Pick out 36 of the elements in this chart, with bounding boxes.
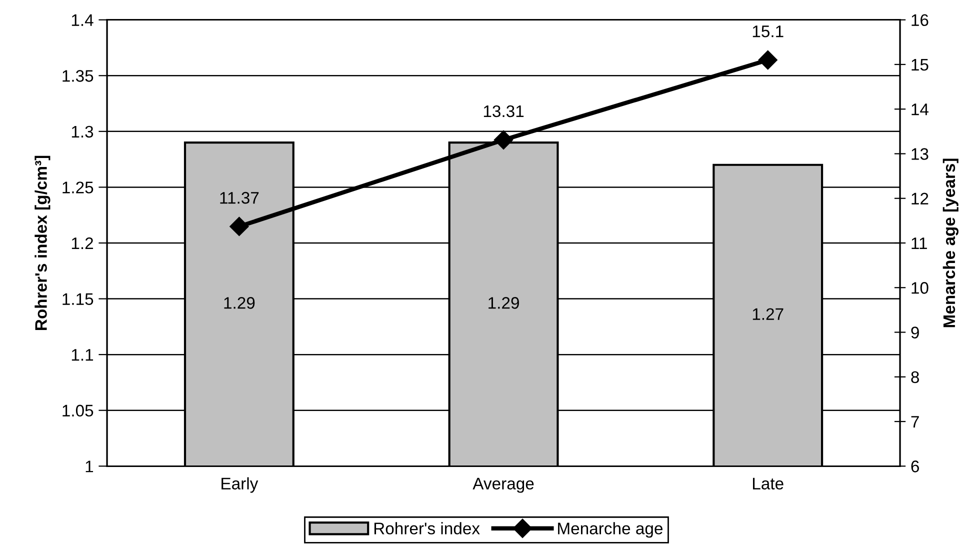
legend-label: Menarche age bbox=[558, 522, 663, 538]
data-label: 15.1 bbox=[752, 26, 784, 38]
point bbox=[494, 130, 514, 150]
data-label: 13.31 bbox=[484, 105, 524, 118]
y2-tick-label: 16 bbox=[912, 14, 928, 26]
y2-tick-label: 7 bbox=[911, 416, 919, 428]
y2-tick-label: 11 bbox=[912, 238, 927, 250]
y-tick-label: 1.4 bbox=[72, 14, 94, 26]
y2-axis-title: Menarche age [years] bbox=[942, 158, 958, 328]
y2-tick-label: 14 bbox=[912, 104, 928, 116]
y-tick-label: 1.15 bbox=[62, 293, 94, 305]
point bbox=[230, 216, 249, 236]
y-tick-label: 1 bbox=[86, 460, 94, 472]
y-tick-label: 1.1 bbox=[72, 349, 94, 361]
y-tick-label: 1.3 bbox=[72, 126, 94, 138]
y2-tick-label: 10 bbox=[912, 282, 928, 294]
point bbox=[758, 50, 778, 70]
x-tick-label: Average bbox=[472, 478, 534, 493]
x-tick-label: Late bbox=[753, 478, 784, 490]
x-tick-label: Early bbox=[222, 477, 258, 493]
data-label: 1.29 bbox=[488, 297, 519, 309]
y2-tick-label: 15 bbox=[912, 59, 928, 71]
y2-tick-label: 12 bbox=[912, 192, 928, 204]
data-label: 11.37 bbox=[220, 192, 259, 204]
y2-tick-label: 6 bbox=[911, 460, 919, 472]
legend-label: Rohrer's index bbox=[374, 522, 480, 534]
y-tick-label: 1.25 bbox=[62, 182, 94, 194]
y2-tick-label: 8 bbox=[911, 371, 919, 384]
y2-tick-label: 9 bbox=[911, 326, 919, 338]
data-label: 1.29 bbox=[224, 297, 255, 309]
y-axis-title: Rohrer's index [g/cm³] bbox=[34, 156, 50, 330]
y-tick-label: 1.2 bbox=[72, 237, 93, 250]
y-tick-label: 1.05 bbox=[62, 404, 94, 417]
y-tick-label: 1.35 bbox=[62, 70, 94, 82]
y2-tick-label: 13 bbox=[912, 148, 928, 160]
data-label: 1.27 bbox=[752, 308, 784, 320]
